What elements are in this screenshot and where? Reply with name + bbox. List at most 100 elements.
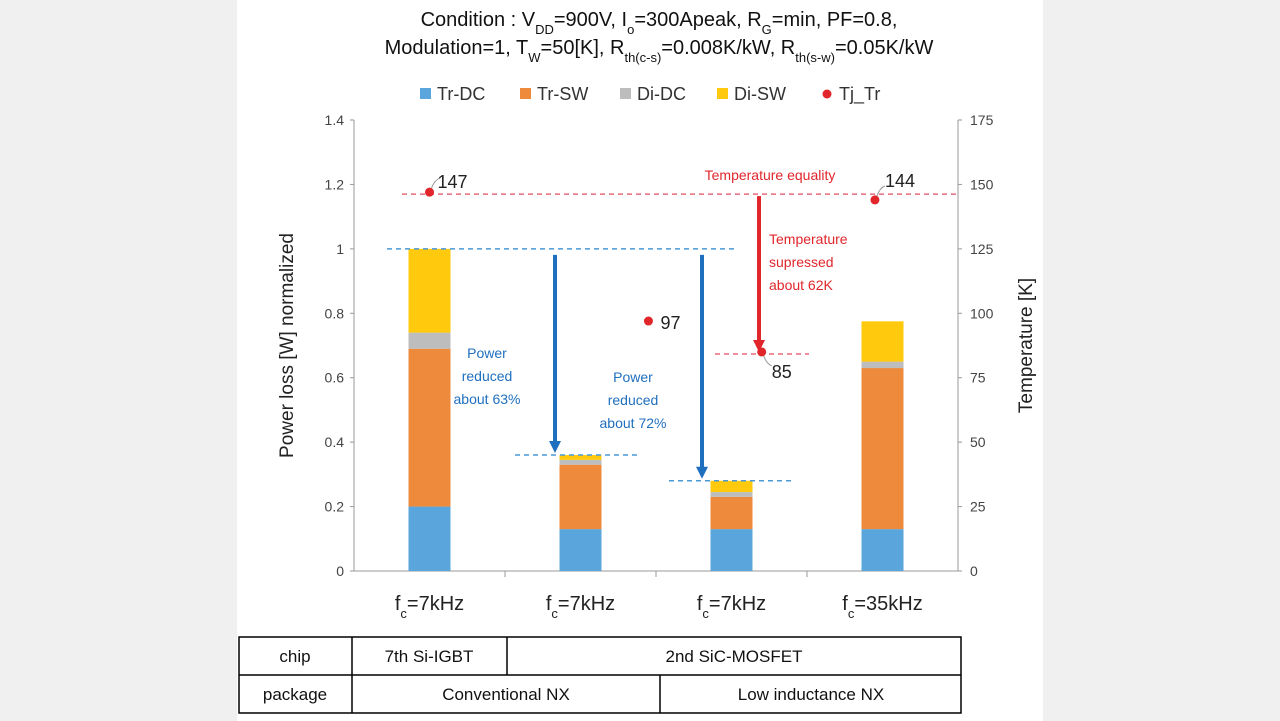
label-rest: =35kHz <box>854 593 922 615</box>
bar-segment-di-sw <box>710 480 753 493</box>
legend-label: Di-DC <box>637 84 686 104</box>
subscript: W <box>528 50 541 65</box>
bar-stacks <box>408 248 904 571</box>
label-main: f <box>395 593 401 615</box>
text-run: =0.05K/kW <box>835 37 934 59</box>
legend-item-tr-dc: Tr-DC <box>420 84 485 104</box>
bar-segment-tr-dc <box>408 506 451 571</box>
label-main: f <box>842 593 848 615</box>
leader-line <box>763 355 772 367</box>
legend-item-di-sw: Di-SW <box>717 84 786 104</box>
temperature-series: 147 97 85 144 <box>425 171 915 382</box>
legend-item-tr-sw: Tr-SW <box>520 84 588 104</box>
y-left-tick-label: 0.8 <box>325 305 345 321</box>
label-rest: =7kHz <box>709 593 766 615</box>
chip-header: chip <box>279 647 310 666</box>
package-header: package <box>263 685 327 704</box>
bar-segment-tr-sw <box>861 368 904 530</box>
y-right-tick-label: 100 <box>970 305 994 321</box>
y-right-tick-label: 150 <box>970 176 994 192</box>
annotation-line: reduced <box>608 392 659 408</box>
legend-label: Tr-SW <box>537 84 588 104</box>
power-reduced-63-arrow <box>549 254 561 454</box>
bar-segment-di-dc <box>861 361 904 369</box>
bar-segment-tr-sw <box>710 496 753 530</box>
power-reduced-72-label: Power reduced about 72% <box>600 369 667 431</box>
bar-segment-tr-dc <box>559 529 602 571</box>
power-reduced-63-label: Power reduced about 63% <box>454 345 521 407</box>
annotation-line: Power <box>613 369 653 385</box>
legend-swatch <box>717 88 728 99</box>
power-reduced-72-arrow <box>696 254 708 479</box>
temperature-value-label: 144 <box>885 171 915 191</box>
text-run: Modulation=1, T <box>385 37 529 59</box>
y-right-tick-label: 0 <box>970 563 978 579</box>
subscript: th(c-s) <box>624 50 661 65</box>
y-right-tick-label: 25 <box>970 499 986 515</box>
label-main: f <box>697 593 703 615</box>
y-left-axis-label: Power loss [W] normalized <box>277 233 298 458</box>
leader-line <box>876 185 886 197</box>
annotation-line: supressed <box>769 254 834 270</box>
annotation-line: Power <box>467 345 507 361</box>
bar-segment-di-sw <box>861 321 904 362</box>
text-run: =min, PF=0.8, <box>772 9 898 31</box>
category-labels: fc=7kHz fc=7kHz fc=7kHz fc=35kHz <box>395 593 923 621</box>
bar-segment-di-dc <box>559 459 602 465</box>
bar-segment-di-dc <box>408 332 451 349</box>
y-left-tick-label: 0 <box>336 563 344 579</box>
annotation-line: about 72% <box>600 415 667 431</box>
bar-segment-di-sw <box>408 248 451 333</box>
temperature-marker <box>757 347 767 357</box>
label-subscript: c <box>400 606 407 621</box>
label-subscript: c <box>848 606 855 621</box>
label-rest: =7kHz <box>558 593 615 615</box>
legend-label: Tj_Tr <box>839 84 880 105</box>
temperature-marker <box>643 316 653 326</box>
y-right-tick-label: 50 <box>970 434 986 450</box>
temperature-value-label: 85 <box>772 362 792 382</box>
bar-segment-tr-dc <box>861 529 904 571</box>
annotation-line: about 63% <box>454 391 521 407</box>
chart-axes: 0 0.2 0.4 0.6 0.8 1 1.2 1.4 0 25 50 75 100 125 150 175 P… <box>277 112 1037 579</box>
subscript: th(s-w) <box>795 50 835 65</box>
bar-segment-tr-dc <box>710 529 753 571</box>
temperature-equality-label: Temperature equality <box>705 167 836 183</box>
legend-item-tj-tr: Tj_Tr <box>822 84 880 105</box>
subscript: G <box>762 22 772 37</box>
condition-line-1: Condition : VDD=900V, Io=300Apeak, RG=mi… <box>421 9 898 37</box>
label-rest: =7kHz <box>407 593 464 615</box>
chip-value-mosfet: 2nd SiC-MOSFET <box>666 647 803 666</box>
y-left-tick-label: 0.2 <box>325 499 345 515</box>
bar-segment-tr-sw <box>559 464 602 530</box>
temperature-suppressed-label: Temperature supressed about 62K <box>769 231 848 293</box>
package-value-conventional: Conventional NX <box>442 685 570 704</box>
bar-segment-tr-sw <box>408 348 451 507</box>
arrow-head <box>549 441 561 454</box>
y-right-tick-label: 75 <box>970 370 986 386</box>
temperature-value-label: 97 <box>660 313 680 333</box>
legend-label: Tr-DC <box>437 84 485 104</box>
arrow-head <box>753 339 765 352</box>
bar-segment-di-sw <box>559 455 602 460</box>
category-label-3: fc=7kHz <box>697 593 766 621</box>
y-left-tick-label: 1 <box>336 241 344 257</box>
temperature-marker <box>425 187 434 197</box>
y-right-axis-label: Temperature [K] <box>1016 278 1037 413</box>
legend-swatch <box>420 88 431 99</box>
package-value-low-inductance: Low inductance NX <box>738 685 884 704</box>
arrow-head <box>696 466 708 479</box>
category-label-2: fc=7kHz <box>546 593 615 621</box>
chart-legend: Tr-DC Tr-SW Di-DC Di-SW Tj_Tr <box>420 84 880 105</box>
condition-line-2: Modulation=1, TW=50[K], Rth(c-s)=0.008K/… <box>385 37 934 65</box>
y-left-tick-label: 1.4 <box>325 112 345 128</box>
text-run: =0.008K/kW, R <box>661 37 795 59</box>
subscript: o <box>627 22 634 37</box>
legend-item-di-dc: Di-DC <box>620 84 686 104</box>
temperature-point-85: 85 <box>757 347 792 382</box>
power-loss-chart: Condition : VDD=900V, Io=300Apeak, RG=mi… <box>238 9 1037 714</box>
text-run: =50[K], R <box>541 37 625 59</box>
label-subscript: c <box>702 606 709 621</box>
y-left-tick-label: 0.4 <box>325 434 345 450</box>
temperature-suppressed-arrow <box>753 196 765 352</box>
